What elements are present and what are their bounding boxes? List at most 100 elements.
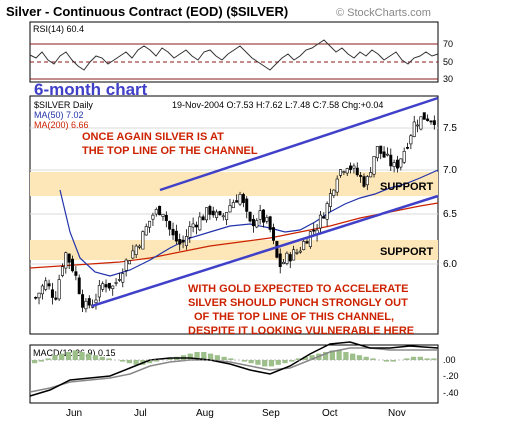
candle-body (342, 171, 346, 173)
annotation-bottom-line-1: WITH GOLD EXPECTED TO ACCELERATE (188, 283, 408, 295)
symbol-label: $SILVER Daily (34, 100, 93, 110)
candle-body (302, 241, 306, 250)
candle-body (188, 226, 192, 238)
candle-body (406, 147, 410, 149)
candle-body (235, 200, 239, 203)
macd-hist-bar (336, 350, 342, 360)
x-label-sep: Sep (262, 408, 280, 419)
candle-body (258, 210, 262, 220)
price-tick-7-5: 7.5 (443, 123, 457, 134)
candle-body (71, 258, 75, 272)
rsi-tick-70: 70 (443, 39, 453, 49)
candle-body (201, 216, 205, 221)
macd-hist-bar (410, 356, 417, 360)
candle-body (161, 213, 165, 217)
macd-hist-bar (390, 360, 396, 362)
candle-body (382, 151, 386, 158)
rsi-tick-50: 50 (443, 57, 453, 67)
macd-hist-bar (302, 356, 308, 360)
macd-hist-bar (329, 350, 335, 360)
candle-body (60, 266, 64, 276)
candle-body (335, 178, 339, 193)
candle-body (385, 153, 389, 156)
x-label-jun: Jun (66, 408, 82, 419)
candle-body (221, 215, 225, 218)
candle-body (97, 285, 101, 298)
candle-body (305, 241, 309, 244)
macd-hist-bar (350, 353, 356, 360)
candle-body (389, 154, 393, 167)
candle-body (77, 277, 81, 295)
quote-label: 19-Nov-2004 O:7.53 H:7.62 L:7.48 C:7.58 … (172, 100, 383, 110)
candle-body (121, 273, 125, 283)
macd-hist-bar (262, 360, 268, 367)
candle-body (158, 205, 162, 216)
macd-tick-2: -.40 (443, 388, 459, 398)
macd-hist-bar (147, 360, 153, 364)
rsi-line (29, 39, 439, 71)
candle-body (399, 158, 403, 168)
ma200-label: MA(200) 6.66 (34, 120, 89, 130)
macd-hist-bar (92, 355, 99, 360)
candle-body (84, 300, 88, 310)
candle-body (141, 231, 145, 250)
candle-body (181, 239, 185, 243)
x-label-aug: Aug (196, 408, 214, 419)
macd-hist-bar (383, 360, 390, 362)
macd-tick-0: .00 (443, 355, 456, 365)
brand-label: © StockCharts.com (336, 7, 431, 19)
macd-hist-bar (106, 358, 112, 360)
candle-body (151, 214, 155, 220)
macd-hist-bar (153, 360, 160, 362)
candle-body (359, 175, 363, 177)
candle-body (148, 220, 152, 228)
candle-body (101, 283, 105, 290)
candle-body (268, 216, 272, 230)
candle-body (111, 285, 115, 289)
macd-hist-bar (268, 360, 275, 367)
candle-body (422, 112, 426, 120)
macd-hist-bar (65, 352, 72, 360)
candle-body (241, 194, 245, 203)
candle-body (379, 145, 383, 154)
candle-body (345, 168, 349, 174)
candle-body (87, 298, 91, 306)
candle-body (409, 135, 413, 145)
candle-body (261, 209, 265, 223)
macd-hist-bar (72, 350, 78, 360)
candle-body (395, 159, 399, 169)
macd-hist-bar (201, 352, 207, 360)
support-label-upper: SUPPORT (380, 181, 433, 193)
candle-body (318, 214, 322, 229)
candle-body (288, 254, 292, 262)
price-tick-6-5: 6.5 (443, 209, 457, 220)
macd-hist-bar (343, 352, 349, 360)
candle-body (211, 210, 215, 216)
candle-body (272, 227, 276, 241)
candle-body (104, 284, 108, 288)
candle-body (144, 226, 148, 236)
macd-hist-bar (99, 356, 105, 360)
macd-hist-bar (119, 360, 126, 362)
macd-hist-bar (363, 356, 369, 360)
x-label-jul: Jul (134, 408, 147, 419)
macd-hist-bar (52, 355, 58, 360)
macd-hist-bar (241, 360, 248, 362)
macd-tick-1: -.20 (443, 371, 459, 381)
candle-body (292, 249, 296, 261)
candle-body (64, 252, 68, 269)
candle-body (127, 260, 131, 265)
price-tick-7-0: 7.0 (443, 165, 457, 176)
candle-body (278, 253, 282, 267)
candle-body (416, 124, 420, 127)
macd-hist-bar (282, 360, 288, 364)
candle-body (231, 202, 235, 209)
candle-body (265, 216, 269, 222)
candle-body (154, 209, 158, 215)
candle-body (168, 221, 172, 230)
candle-body (322, 216, 326, 219)
candle-body (339, 169, 343, 176)
macd-hist-bar (404, 358, 410, 360)
candle-body (275, 241, 279, 258)
rsi-label: RSI(14) 60.4 (33, 24, 84, 34)
